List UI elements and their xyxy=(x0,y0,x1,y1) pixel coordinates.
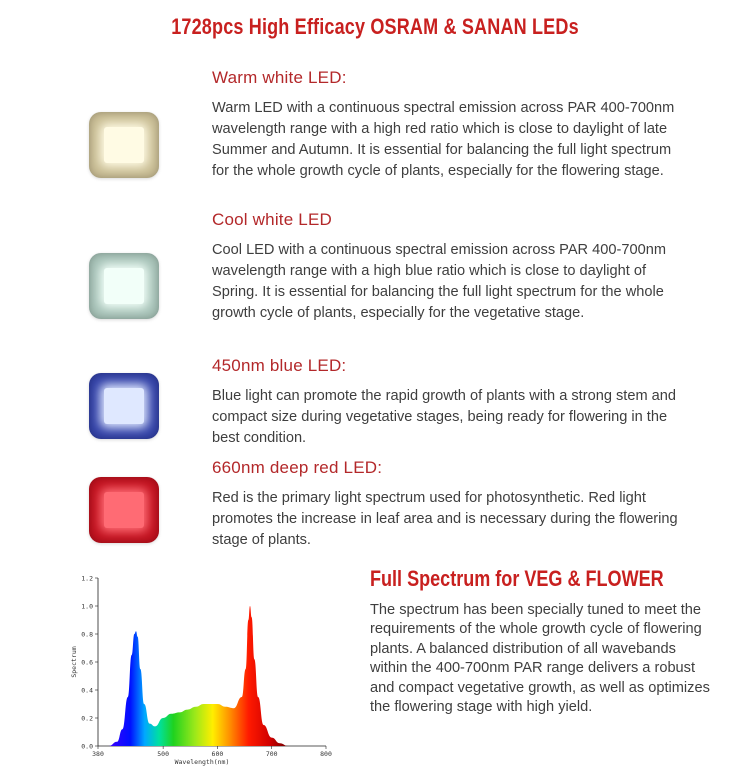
y-tick-label: 0.0 xyxy=(81,743,93,751)
y-tick-label: 0.4 xyxy=(81,687,93,695)
y-tick-label: 0.6 xyxy=(81,659,93,667)
led-heading: Warm white LED: xyxy=(212,68,347,87)
x-tick-label: 600 xyxy=(212,750,224,758)
led-description: Red is the primary light spectrum used f… xyxy=(212,490,678,548)
full-spectrum-description: The spectrum has been specially tuned to… xyxy=(370,602,710,716)
led-description: Warm LED with a continuous spectral emis… xyxy=(212,100,675,179)
spectrum-area xyxy=(108,606,288,746)
led-heading: 450nm blue LED: xyxy=(212,356,347,375)
x-axis-label: Wavelength(nm) xyxy=(175,758,230,766)
y-tick-label: 1.2 xyxy=(81,575,93,583)
x-tick-label: 800 xyxy=(320,750,332,758)
led-chip-icon xyxy=(89,112,159,178)
y-tick-label: 1.0 xyxy=(81,603,93,611)
page-title: 1728pcs High Efficacy OSRAM & SANAN LEDs xyxy=(171,14,579,39)
led-chip-icon xyxy=(89,253,159,319)
spectrum-chart: 0.0 0.2 0.4 0.6 0.8 1.0 1.2 380 500 600 700 800 Wave… xyxy=(70,575,332,767)
led-description: Cool LED with a continuous spectral emis… xyxy=(212,242,666,321)
full-spectrum-heading: Full Spectrum for VEG & FLOWER xyxy=(370,566,664,591)
y-axis-label: Spectrum xyxy=(70,646,78,677)
x-tick-label: 500 xyxy=(157,750,169,758)
led-chip-icon xyxy=(89,477,159,543)
y-tick-label: 0.8 xyxy=(81,631,93,639)
led-heading: 660nm deep red LED: xyxy=(212,458,383,477)
led-chip-icon xyxy=(89,373,159,439)
led-heading: Cool white LED xyxy=(212,210,332,229)
x-tick-label: 380 xyxy=(92,750,104,758)
y-tick-label: 0.2 xyxy=(81,715,93,723)
x-tick-label: 700 xyxy=(266,750,278,758)
led-description: Blue light can promote the rapid growth … xyxy=(212,388,677,446)
